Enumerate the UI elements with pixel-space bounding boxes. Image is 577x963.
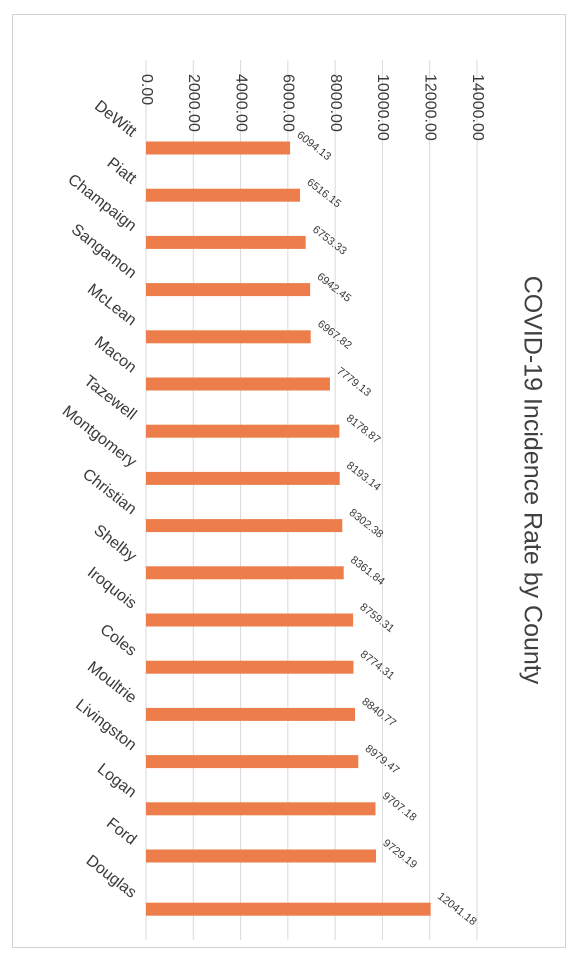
data-label: 6516.15 — [304, 176, 343, 210]
data-label: 8178.87 — [344, 412, 383, 446]
data-label: 8840.77 — [359, 696, 398, 730]
category-label: Macon — [91, 334, 139, 377]
bar — [146, 902, 431, 916]
bar — [146, 424, 340, 438]
category-label: Tazewell — [81, 373, 140, 424]
value-axis-tick-label: 8000.00 — [327, 74, 344, 132]
category-label: DeWitt — [91, 98, 140, 141]
bar — [146, 519, 343, 533]
category-label: Coles — [97, 621, 140, 660]
value-axis-tick-label: 12000.00 — [421, 74, 438, 141]
value-axis-tick-label: 10000.00 — [374, 74, 391, 141]
data-label: 8361.84 — [348, 554, 387, 588]
value-axis-tick-label: 14000.00 — [469, 74, 486, 141]
bar — [146, 330, 311, 344]
bar — [146, 471, 340, 485]
bar — [146, 566, 344, 580]
category-label: Shelby — [90, 522, 139, 566]
category-label: Logan — [94, 760, 140, 801]
value-axis-tick-label: 6000.00 — [280, 74, 297, 132]
category-label: Ford — [103, 815, 139, 849]
bar — [146, 235, 306, 249]
data-label: 6967.82 — [315, 318, 354, 352]
bar — [146, 849, 377, 863]
value-axis-tick-label: 0.00 — [138, 74, 155, 105]
bar — [146, 660, 354, 674]
category-label: Piatt — [104, 155, 140, 188]
data-label: 7779.13 — [334, 365, 373, 399]
value-axis-tick-label: 4000.00 — [232, 74, 249, 132]
bar — [146, 613, 354, 627]
bar — [146, 283, 311, 297]
data-label: 6942.45 — [315, 271, 354, 305]
data-label: 9707.18 — [380, 790, 419, 824]
data-label: 8759.31 — [357, 601, 396, 635]
bar — [146, 141, 291, 155]
data-label: 8193.14 — [344, 460, 383, 494]
category-label: Christian — [79, 466, 139, 518]
category-label: Douglas — [83, 852, 140, 902]
data-label: 12041.18 — [435, 890, 479, 928]
data-label: 6753.33 — [310, 224, 349, 258]
bar — [146, 188, 301, 202]
data-label: 8774.31 — [358, 648, 397, 682]
category-label: McLean — [84, 281, 139, 329]
category-label: Moultrie — [84, 658, 139, 707]
bar — [146, 802, 376, 816]
bar — [146, 755, 359, 769]
category-label: Iroquois — [84, 564, 139, 612]
bar — [146, 377, 330, 391]
bar — [146, 707, 356, 721]
value-axis-tick-label: 2000.00 — [185, 74, 202, 132]
data-label: 8302.38 — [347, 507, 386, 541]
data-label: 6094.13 — [294, 129, 333, 163]
data-label: 9729.19 — [380, 837, 419, 871]
chart-title: COVID-19 Incidence Rate by County — [518, 276, 546, 685]
